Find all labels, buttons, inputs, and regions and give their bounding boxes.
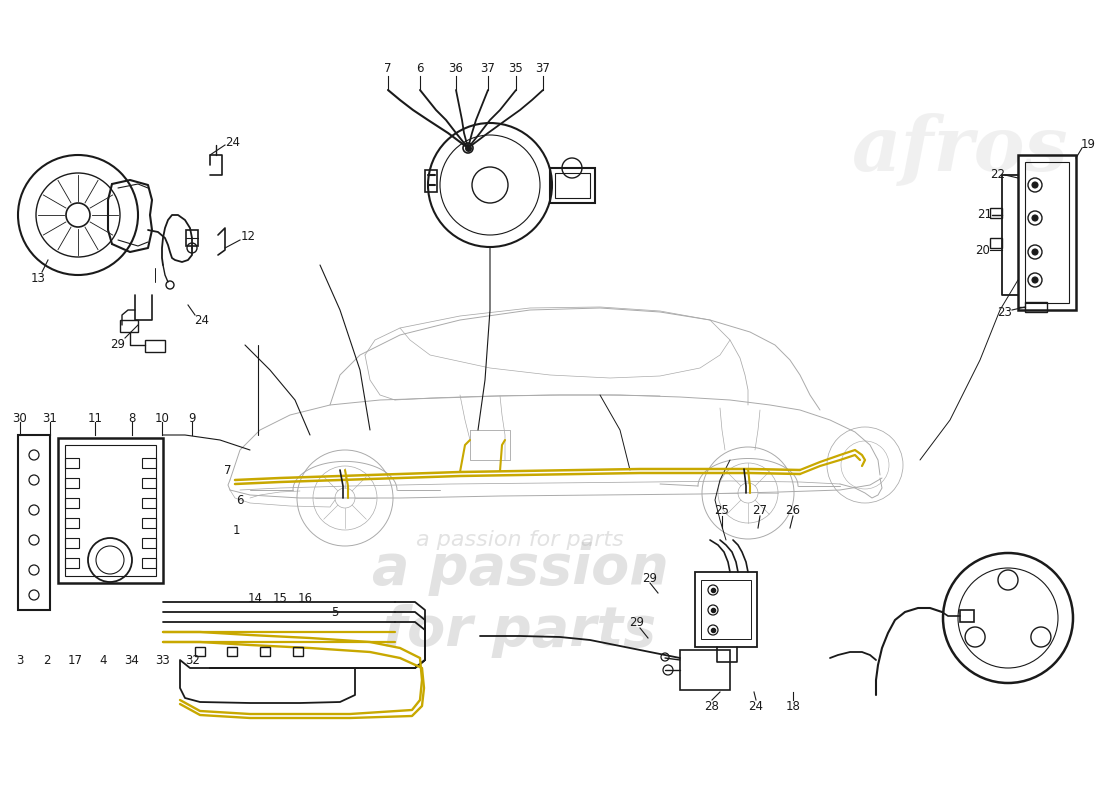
Text: 6: 6 [416,62,424,74]
Text: 33: 33 [155,654,170,666]
Bar [65,498,79,508]
Text: 27: 27 [752,503,768,517]
Circle shape [1032,182,1038,188]
Bar [990,208,1002,218]
Bar [701,580,751,639]
Bar [120,320,138,332]
Bar [680,650,730,690]
Bar [1025,162,1069,303]
Text: 29: 29 [642,571,658,585]
Text: 18: 18 [785,699,801,713]
Bar [142,458,156,468]
Text: 35: 35 [508,62,524,74]
Text: 29: 29 [629,615,645,629]
Bar [145,340,165,352]
Bar [142,558,156,568]
Text: 7: 7 [224,463,232,477]
Text: 29: 29 [110,338,125,350]
Text: 37: 37 [481,62,495,74]
Text: 30: 30 [12,411,28,425]
Bar [556,173,590,198]
Text: 31: 31 [43,411,57,425]
Bar [58,438,163,583]
Bar [227,647,236,656]
Bar [142,498,156,508]
Text: 28: 28 [705,699,719,713]
Bar [65,518,79,528]
Text: 12: 12 [241,230,255,243]
Text: 24: 24 [748,699,763,713]
Bar [186,230,198,246]
Text: 2: 2 [43,654,51,666]
Text: afros: afros [851,113,1068,187]
Text: a passion for parts: a passion for parts [416,530,624,550]
Text: 11: 11 [88,411,102,425]
Text: 20: 20 [976,243,990,257]
Bar [990,238,1002,248]
Bar [65,478,79,488]
Text: 9: 9 [188,411,196,425]
Text: 8: 8 [129,411,135,425]
Text: 37: 37 [536,62,550,74]
Bar [425,170,437,192]
Bar [65,538,79,548]
Bar [65,558,79,568]
Bar [1025,302,1047,312]
Text: 22: 22 [990,167,1005,181]
Bar [695,572,757,647]
Text: 34: 34 [124,654,140,666]
Text: 13: 13 [31,271,45,285]
Bar [142,478,156,488]
Text: 10: 10 [155,411,169,425]
Text: 17: 17 [67,654,82,666]
Text: 24: 24 [226,135,241,149]
Text: 21: 21 [978,209,992,222]
Bar [142,518,156,528]
Text: 3: 3 [16,654,24,666]
Circle shape [1032,249,1038,255]
Text: 36: 36 [449,62,463,74]
Text: 26: 26 [785,503,801,517]
Bar [550,168,595,203]
Bar [260,647,270,656]
Bar [293,647,303,656]
Text: 4: 4 [99,654,107,666]
Text: 14: 14 [248,591,263,605]
Text: 6: 6 [236,494,244,506]
Text: a passion
for parts: a passion for parts [372,542,669,658]
Bar [65,445,156,576]
Bar [195,647,205,656]
Text: 15: 15 [273,591,287,605]
Circle shape [1032,215,1038,221]
Bar [960,610,974,622]
Text: 25: 25 [715,503,729,517]
Text: 16: 16 [297,591,312,605]
Circle shape [1032,277,1038,283]
Bar [18,435,50,610]
Text: 23: 23 [998,306,1012,319]
Bar [142,538,156,548]
Text: 19: 19 [1080,138,1096,150]
Text: 7: 7 [384,62,392,74]
Text: 5: 5 [331,606,339,619]
Bar [65,458,79,468]
Text: 32: 32 [186,654,200,666]
Text: 24: 24 [195,314,209,326]
Text: 1: 1 [232,523,240,537]
Bar [1018,155,1076,310]
